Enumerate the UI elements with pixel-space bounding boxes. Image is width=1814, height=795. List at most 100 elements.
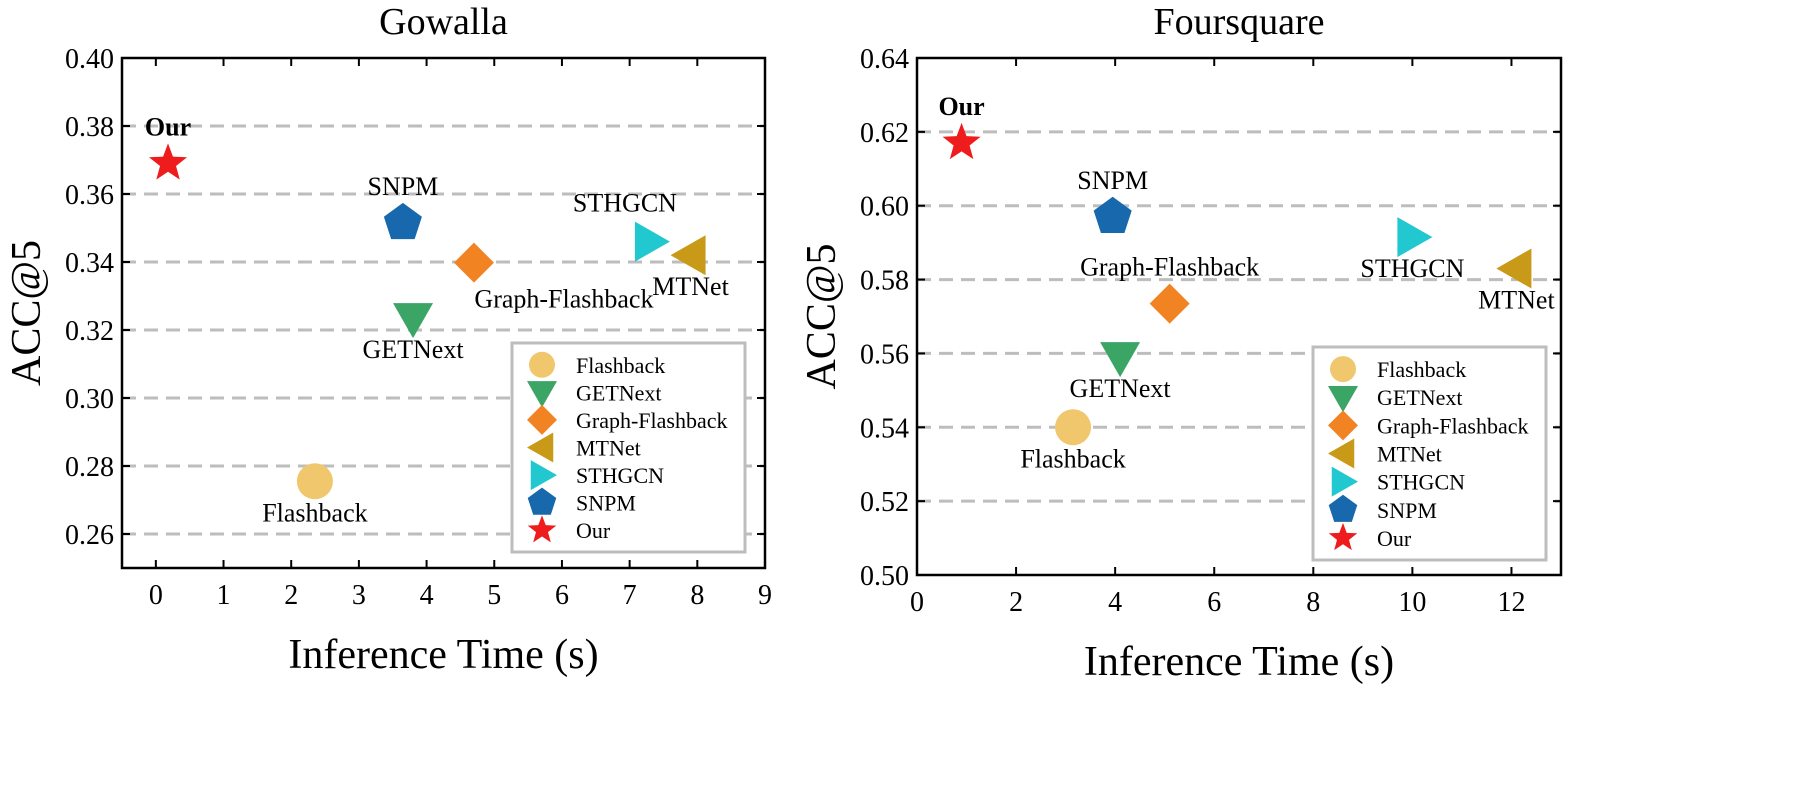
data-label: Graph-Flashback <box>1080 253 1259 282</box>
legend-label: Our <box>1377 526 1412 551</box>
point-getnext <box>393 303 434 339</box>
legend-label: Flashback <box>1377 357 1466 382</box>
y-tick-label: 0.52 <box>860 487 909 518</box>
point-mtnet <box>1496 248 1532 289</box>
y-tick-label: 0.60 <box>860 192 909 223</box>
legend-box <box>510 341 747 554</box>
point-getnext <box>1100 342 1141 378</box>
data-label: Graph-Flashback <box>474 285 653 314</box>
data-label: STHGCN <box>573 189 677 218</box>
x-tick-label: 4 <box>420 580 434 611</box>
legend-label: Graph-Flashback <box>1377 413 1529 438</box>
legend-marker <box>1330 356 1356 383</box>
legend-label: SNPM <box>576 491 636 516</box>
point-sthgcn <box>634 221 670 262</box>
legend-marker <box>1328 438 1355 469</box>
y-tick-label: 0.32 <box>65 316 114 347</box>
legend-label: SNPM <box>1377 498 1437 523</box>
x-tick-label: 10 <box>1398 587 1426 618</box>
data-label: Flashback <box>1020 444 1125 473</box>
data-label: MTNet <box>1478 285 1555 314</box>
legend-marker <box>527 432 554 463</box>
legend-label: GETNext <box>576 380 662 405</box>
chart-title: Gowalla <box>379 1 508 43</box>
legend-marker <box>1328 522 1358 551</box>
x-tick-label: 12 <box>1497 587 1525 618</box>
point-snpm <box>383 202 422 240</box>
x-tick-label: 4 <box>1108 587 1122 618</box>
point-flashback <box>296 463 333 500</box>
plot-frame <box>915 56 1563 577</box>
legend-marker <box>527 515 557 543</box>
legend-label: Flashback <box>576 353 665 378</box>
x-axis-label: Inference Time (s) <box>288 632 598 678</box>
x-tick-label: 6 <box>555 580 569 611</box>
y-tick-label: 0.56 <box>860 339 909 370</box>
y-tick-label: 0.40 <box>65 44 114 75</box>
legend-marker <box>530 460 557 491</box>
x-tick-label: 3 <box>352 580 366 611</box>
legend-label: STHGCN <box>1377 470 1465 495</box>
data-label: Flashback <box>262 498 367 527</box>
legend-marker <box>529 351 555 378</box>
x-axis-label: Inference Time (s) <box>1084 639 1394 685</box>
y-axis-label: ACC@5 <box>799 243 845 389</box>
x-tick-label: 0 <box>910 587 924 618</box>
x-tick-label: 5 <box>487 580 501 611</box>
point-graph-flashback <box>453 242 494 283</box>
data-label: SNPM <box>1077 166 1148 195</box>
x-tick-label: 0 <box>149 580 163 611</box>
x-tick-label: 9 <box>758 580 772 611</box>
y-tick-label: 0.38 <box>65 112 114 143</box>
x-tick-label: 8 <box>690 580 704 611</box>
legend-marker <box>1328 385 1358 413</box>
point-sthgcn <box>1397 217 1433 258</box>
x-tick-label: 7 <box>623 580 637 611</box>
legend-marker <box>527 404 557 435</box>
legend-marker <box>527 487 557 515</box>
chart-title: Foursquare <box>1154 1 1325 43</box>
y-tick-label: 0.64 <box>860 44 909 75</box>
plot-frame <box>120 56 767 570</box>
point-graph-flashback <box>1149 283 1190 324</box>
x-tick-label: 1 <box>217 580 231 611</box>
legend-marker <box>527 381 557 408</box>
y-tick-label: 0.58 <box>860 266 909 297</box>
x-tick-label: 8 <box>1306 587 1320 618</box>
point-mtnet <box>670 235 706 276</box>
data-label: GETNext <box>362 335 464 364</box>
legend: Flashback GETNext Graph-Flashback MTNet STHG… <box>1311 345 1548 562</box>
x-tick-label: 6 <box>1207 587 1221 618</box>
y-tick-label: 0.34 <box>65 248 114 279</box>
y-tick-label: 0.26 <box>65 520 114 551</box>
x-tick-label: 2 <box>284 580 298 611</box>
data-label: MTNet <box>652 272 729 301</box>
legend-label: MTNet <box>1377 442 1442 467</box>
y-tick-label: 0.62 <box>860 118 909 149</box>
chart-0: Gowalla 0.26 0.28 0.30 0.32 0.34 0.36 0.38 0.40 0… <box>4 1 772 678</box>
point-flashback <box>1055 409 1092 446</box>
chart-1: Foursquare 0.50 0.52 0.54 0.56 0.58 0.60 0.62 0.… <box>799 1 1563 685</box>
legend-label: Graph-Flashback <box>576 408 728 433</box>
legend-marker <box>1331 466 1358 497</box>
data-label: STHGCN <box>1360 254 1464 283</box>
y-tick-label: 0.30 <box>65 384 114 415</box>
y-tick-label: 0.36 <box>65 180 114 211</box>
legend-marker <box>1328 410 1358 441</box>
point-our <box>942 122 981 160</box>
legend: FlashbackGETNextGraph-FlashbackMTNetSTHG… <box>510 341 747 554</box>
legend-label: GETNext <box>1377 385 1463 410</box>
data-label: Our <box>145 112 191 141</box>
point-our <box>149 143 188 180</box>
y-axis-label: ACC@5 <box>4 240 50 386</box>
point-snpm <box>1093 196 1132 233</box>
legend-marker <box>1328 494 1358 522</box>
data-label: SNPM <box>367 172 438 201</box>
legend-label: Our <box>576 518 611 543</box>
y-tick-label: 0.28 <box>65 452 114 483</box>
data-label: GETNext <box>1070 374 1172 403</box>
legend-label: MTNet <box>576 436 641 461</box>
y-tick-label: 0.54 <box>860 413 909 444</box>
